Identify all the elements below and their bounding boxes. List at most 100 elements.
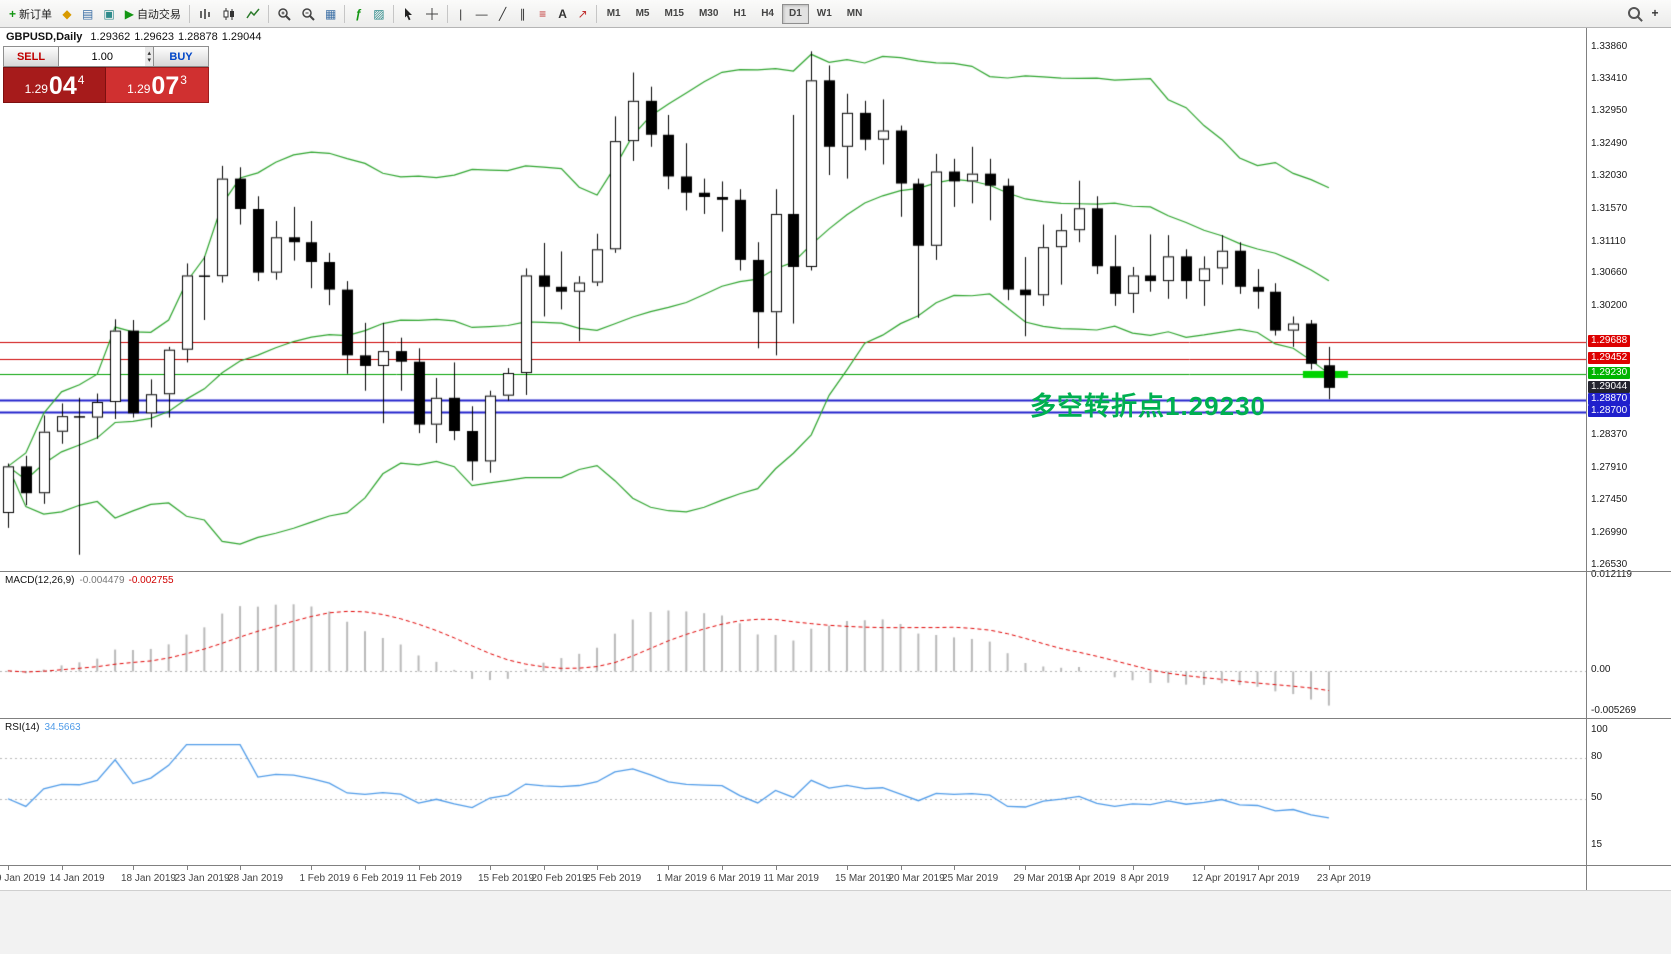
vertical-line-tool[interactable]: | [451, 3, 471, 25]
line-price-tag: 1.28700 [1588, 404, 1631, 417]
autotrading-play-icon: ▶ [124, 6, 134, 21]
date-label: 6 Mar 2019 [710, 873, 761, 884]
bid-price-panel[interactable]: 1.29 04 4 [3, 67, 106, 103]
zoom-out-button[interactable] [296, 3, 320, 25]
timeframe-m5[interactable]: M5 [629, 4, 657, 24]
price-label: 1.32030 [1591, 170, 1628, 182]
crosshair-tool-button[interactable] [420, 3, 444, 25]
tile-windows-button[interactable]: ▦ [320, 3, 341, 25]
line-price-tag: 1.29044 [1588, 380, 1631, 393]
horizontal-line-tool[interactable]: — [471, 3, 493, 25]
rsi-label: RSI(14) 34.5663 [5, 722, 81, 733]
trendline-tool[interactable]: ╱ [493, 3, 513, 25]
bid-pips: 04 [48, 72, 77, 101]
date-tick [1025, 866, 1026, 870]
date-tick [722, 866, 723, 870]
market-watch-icon: ▤ [82, 6, 94, 21]
fibonacci-icon: ≡ [539, 6, 547, 21]
zoom-in-button[interactable] [272, 3, 296, 25]
ask-price-panel[interactable]: 1.29 07 3 [106, 67, 209, 103]
indicators-button[interactable]: ƒ [348, 3, 368, 25]
price-label: 1.26990 [1591, 526, 1628, 538]
price-label: 0.012119 [1591, 568, 1632, 580]
text-label-tool[interactable]: A [553, 3, 573, 25]
candlestick-chart-button[interactable] [217, 3, 241, 25]
add-icon: + [1651, 6, 1659, 20]
autotrading-button[interactable]: ▶ 自动交易 [120, 3, 186, 25]
price-axis[interactable]: 1.33860 1.33410 1.32950 1.32490 1.32030 1.315… [1586, 28, 1671, 890]
volume-down-button[interactable]: ▾ [147, 56, 151, 64]
price-label: 50 [1591, 791, 1603, 803]
rsi-canvas[interactable] [0, 719, 1586, 865]
timeframe-w1[interactable]: W1 [810, 4, 839, 24]
date-label: 25 Feb 2019 [585, 873, 642, 884]
pane-separator[interactable] [0, 865, 1671, 866]
price-label: 15 [1591, 839, 1603, 851]
price-label: 1.27910 [1591, 461, 1628, 473]
pane-separator[interactable] [0, 571, 1671, 572]
date-tick [8, 866, 9, 870]
search-icon [1628, 7, 1640, 19]
fibonacci-tool[interactable]: ≡ [533, 3, 553, 25]
timeframe-bar: M1 M5 M15 M30 H1 H4 D1 W1 MN [600, 3, 870, 24]
alert-icon: ◆ [62, 6, 72, 21]
line-price-tag: 1.28870 [1588, 392, 1631, 405]
buy-button[interactable]: BUY [153, 46, 209, 67]
arrows-tool[interactable]: ↗ [573, 3, 593, 25]
date-label: 20 Feb 2019 [531, 873, 588, 884]
timeframe-m1[interactable]: M1 [600, 4, 628, 24]
ohlc-high: 1.29623 [134, 31, 174, 43]
price-label: 1.31110 [1591, 235, 1626, 247]
new-order-icon: + [9, 6, 17, 21]
templates-button[interactable]: ▨ [368, 3, 389, 25]
price-label: 1.26530 [1591, 559, 1628, 571]
line-chart-icon [246, 8, 260, 18]
pane-separator[interactable] [0, 718, 1671, 719]
channel-tool[interactable]: ∥ [513, 3, 533, 25]
timeframe-d1[interactable]: D1 [782, 3, 809, 24]
date-label: 23 Apr 2019 [1316, 873, 1371, 884]
price-label: 1.32950 [1591, 105, 1628, 117]
navigator-button[interactable]: ▣ [98, 3, 119, 25]
line-chart-button[interactable] [241, 3, 265, 25]
date-tick [1204, 866, 1205, 870]
symbol-period-label: GBPUSD,Daily [6, 31, 83, 43]
crosshair-icon [425, 7, 438, 20]
bar-chart-button[interactable] [193, 3, 217, 25]
timeframe-h1[interactable]: H1 [726, 4, 753, 24]
main-chart-canvas[interactable] [0, 28, 1586, 571]
cursor-tool-button[interactable] [397, 3, 420, 25]
zoom-in-icon [278, 7, 291, 21]
search-button[interactable] [1623, 2, 1645, 24]
sell-button[interactable]: SELL [3, 46, 59, 67]
date-label: 11 Mar 2019 [763, 873, 819, 884]
date-tick [62, 866, 63, 870]
arrows-icon: ↗ [577, 6, 588, 21]
date-tick [365, 866, 366, 870]
date-tick [1329, 866, 1330, 870]
add-button[interactable]: + [1645, 2, 1665, 24]
annotation-text: 多空转折点1.29230 [1030, 391, 1266, 421]
macd-canvas[interactable] [0, 572, 1586, 718]
date-axis[interactable]: 9 Jan 2019 14 Jan 2019 18 Jan 2019 23 Jan 2… [0, 866, 1671, 890]
navigator-icon: ▣ [103, 6, 115, 21]
vertical-line-icon: | [459, 6, 463, 21]
volume-input[interactable] [59, 47, 146, 66]
market-watch-button[interactable]: ▤ [77, 3, 98, 25]
price-label: 1.28370 [1591, 429, 1628, 441]
ohlc-open: 1.29362 [90, 31, 131, 43]
volume-up-button[interactable]: ▴ [147, 49, 151, 57]
new-order-button[interactable]: + 新订单 [4, 3, 57, 25]
toolbar-separator [446, 4, 448, 23]
timeframe-h4[interactable]: H4 [754, 4, 781, 24]
alerts-button[interactable]: ◆ [57, 3, 77, 25]
timeframe-m30[interactable]: M30 [692, 4, 725, 24]
timeframe-m15[interactable]: M15 [658, 4, 691, 24]
rsi-value: 34.5663 [44, 722, 81, 733]
date-tick [901, 866, 902, 870]
timeframe-mn[interactable]: MN [840, 4, 870, 24]
date-tick [311, 866, 312, 870]
date-label: 11 Feb 2019 [406, 873, 462, 884]
toolbar-separator [267, 4, 269, 23]
date-label: 8 Apr 2019 [1120, 873, 1169, 884]
